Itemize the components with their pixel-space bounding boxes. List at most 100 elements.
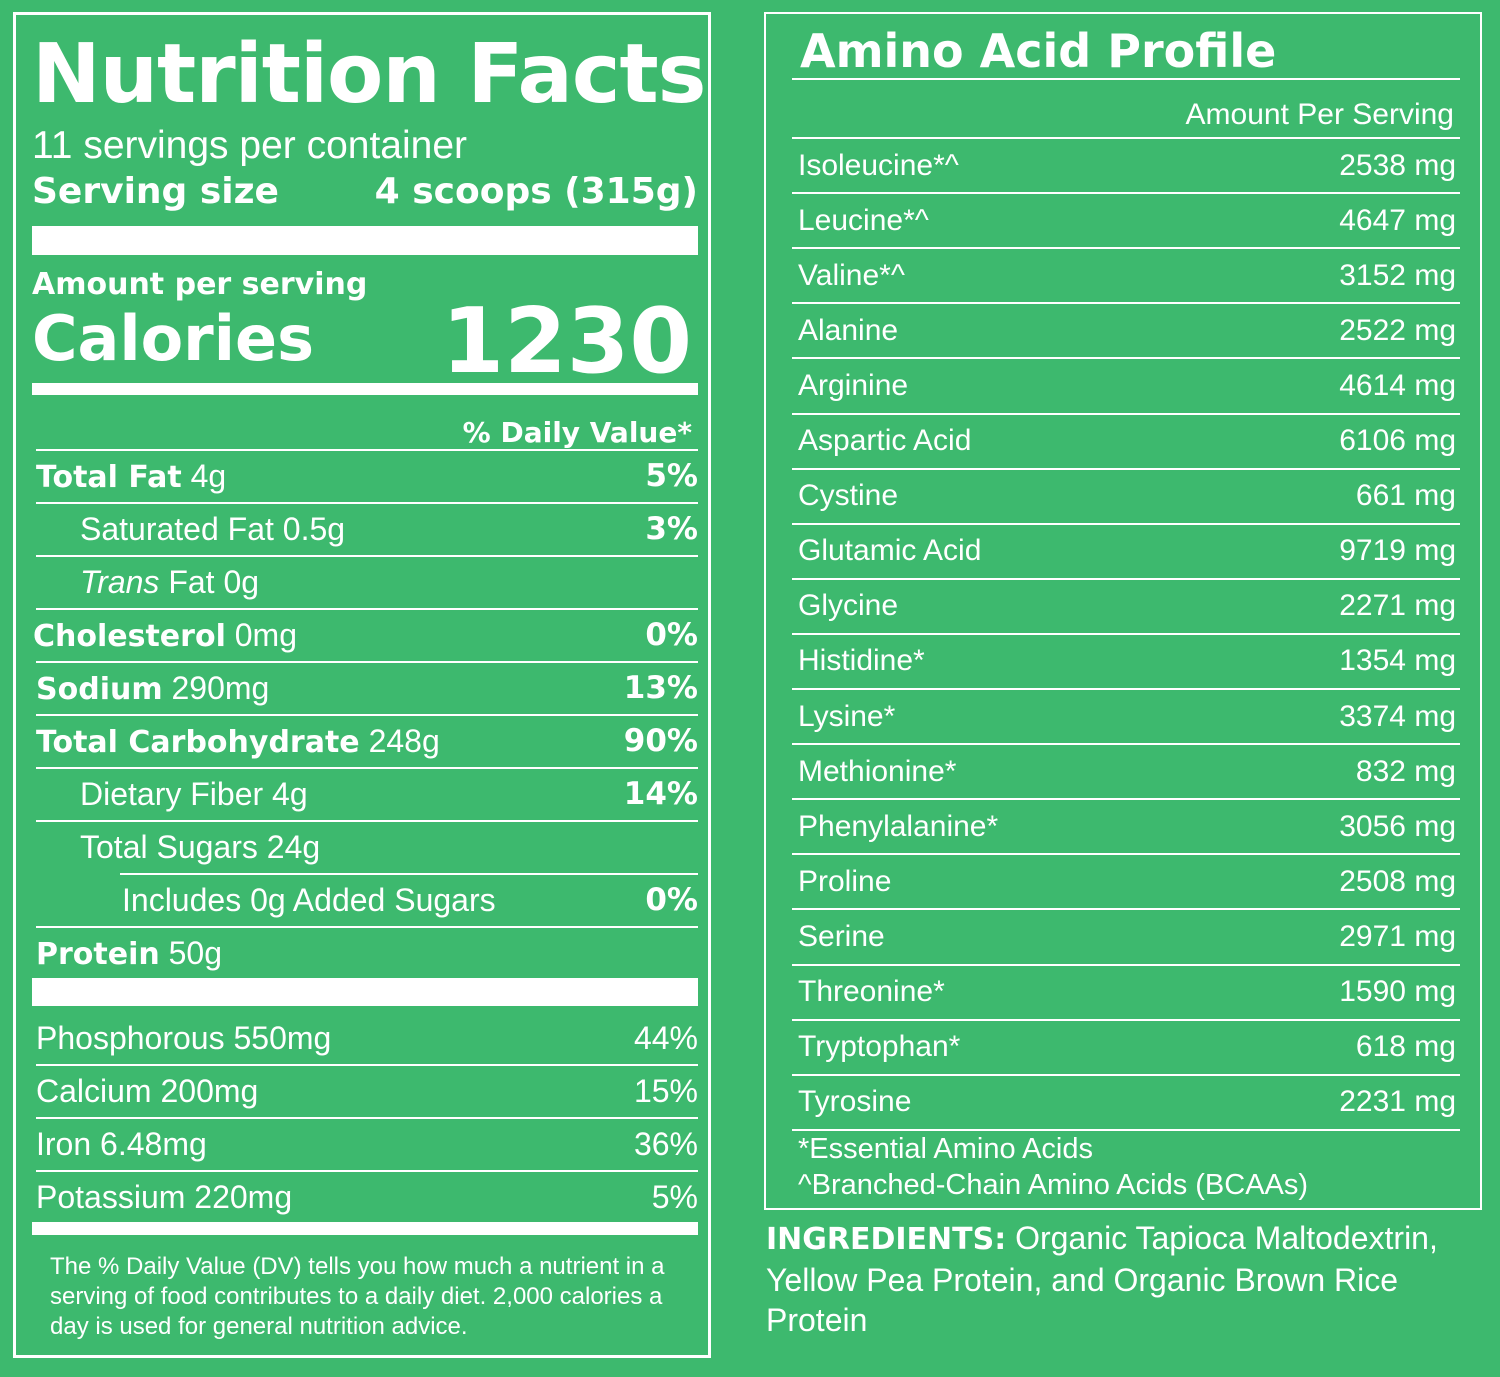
amino-acid-name: Methionine* <box>798 754 957 788</box>
nutrient-dv: 14% <box>623 776 698 812</box>
mineral-amount: 220mg <box>194 1178 293 1215</box>
amino-acid-amount: 2231 mg <box>1339 1085 1456 1119</box>
nutrient-amount: 4g <box>272 775 308 812</box>
medium-divider <box>32 383 698 395</box>
mineral-amount: 6.48mg <box>100 1125 207 1162</box>
amino-acid-row: Tryptophan* 618 mg <box>792 1018 1460 1074</box>
amino-acid-amount: 2522 mg <box>1339 313 1456 347</box>
amino-acid-row: Serine 2971 mg <box>792 908 1460 963</box>
mineral-dv: 5% <box>651 1178 698 1215</box>
amino-acid-amount: 3152 mg <box>1339 258 1456 292</box>
amino-acid-name: Lysine* <box>798 699 896 733</box>
amino-acid-amount: 2971 mg <box>1339 919 1456 953</box>
mineral-dv: 36% <box>633 1125 698 1162</box>
nutrient-name: Cholesterol <box>33 618 226 654</box>
amino-acid-amount: 832 mg <box>1355 754 1456 788</box>
nutrient-row-protein: Protein 50g <box>36 926 698 978</box>
mineral-name: Iron <box>36 1125 92 1162</box>
amino-acid-amount: 618 mg <box>1355 1030 1456 1064</box>
amino-acid-panel: Amino Acid Profile Amount Per Serving Is… <box>764 12 1482 1210</box>
mineral-amount: 200mg <box>160 1072 259 1109</box>
nutrient-row-dietary-fiber: Dietary Fiber 4g 14% <box>36 767 698 819</box>
nutrient-name: Protein <box>36 936 160 972</box>
nutrition-facts-title: Nutrition Facts <box>32 27 706 122</box>
amino-acid-amount: 661 mg <box>1355 479 1456 513</box>
nutrient-dv: 0% <box>645 617 698 653</box>
servings-per-container: 11 servings per container <box>32 124 468 167</box>
amino-acid-name: Alanine <box>798 313 899 347</box>
amino-acid-row: Glycine 2271 mg <box>792 577 1460 633</box>
mineral-name: Phosphorous <box>36 1019 225 1056</box>
amino-acid-amount: 3374 mg <box>1339 699 1456 733</box>
amount-per-serving-header: Amount Per Serving <box>1185 98 1454 131</box>
nutrient-row-sodium: Sodium 290mg 13% <box>36 661 698 713</box>
mineral-row-potassium: Potassium 220mg 5% <box>36 1170 698 1222</box>
amino-acid-amount: 6106 mg <box>1339 424 1456 457</box>
amino-acid-amount: 2271 mg <box>1339 589 1456 623</box>
amino-acid-name: Serine <box>798 919 885 953</box>
nutrient-row-total-fat: Total Fat 4g 5% <box>36 449 698 501</box>
nutrient-name: Total Carbohydrate <box>36 724 360 760</box>
amino-acid-row: Phenylalanine* 3056 mg <box>792 798 1460 853</box>
calories-value: 1230 <box>441 289 693 394</box>
nutrient-row-total-sugars: Total Sugars 24g <box>36 820 698 872</box>
nutrient-row-trans-fat: Trans Fat 0g <box>36 555 698 607</box>
amino-acid-name: Phenylalanine* <box>798 809 999 843</box>
nutrient-name: Dietary Fiber <box>80 775 264 812</box>
amino-acid-row: Valine*^ 3152 mg <box>792 247 1460 302</box>
nutrient-amount: 290mg <box>171 669 270 706</box>
amino-acid-name: Leucine*^ <box>798 203 929 237</box>
amino-acid-name: Tryptophan* <box>798 1030 961 1064</box>
amino-acid-amount: 3056 mg <box>1339 809 1456 843</box>
mineral-dv: 44% <box>633 1019 698 1056</box>
nutrient-amount: 248g <box>368 722 440 759</box>
amino-acid-name: Aspartic Acid <box>798 424 972 457</box>
mineral-row-phosphorous: Phosphorous 550mg 44% <box>36 1012 698 1064</box>
amino-acid-name: Histidine* <box>798 644 925 678</box>
nutrient-row-added-sugars: Includes 0g Added Sugars 0% <box>120 873 698 925</box>
nutrient-amount: 50g <box>168 934 223 971</box>
essential-amino-footnote: *Essential Amino Acids <box>798 1133 1093 1165</box>
calories-label: Calories <box>32 302 314 375</box>
nutrient-amount: 0mg <box>234 616 297 653</box>
nutrient-amount: 24g <box>266 828 321 865</box>
amino-acid-amount: 1354 mg <box>1339 644 1456 678</box>
thick-divider <box>32 978 698 1006</box>
amino-acid-amount: 4647 mg <box>1339 203 1456 237</box>
nutrient-name: Trans <box>80 563 160 600</box>
amino-acid-row: Histidine* 1354 mg <box>792 632 1460 688</box>
amino-acid-row: Aspartic Acid 6106 mg <box>792 412 1460 468</box>
nutrient-name: Total Sugars <box>80 828 258 865</box>
bcaa-footnote: ^Branched-Chain Amino Acids (BCAAs) <box>798 1169 1309 1201</box>
nutrient-amount: 0.5g <box>282 510 346 547</box>
amino-acid-row: Alanine 2522 mg <box>792 302 1460 357</box>
amino-acid-row: Lysine* 3374 mg <box>792 688 1460 743</box>
serving-size-value: 4 scoops (315g) <box>374 171 698 212</box>
amino-acid-amount: 4614 mg <box>1339 368 1456 402</box>
mineral-row-calcium: Calcium 200mg 15% <box>36 1064 698 1116</box>
amino-acid-amount: 1590 mg <box>1339 975 1456 1008</box>
nutrient-row-cholesterol: Cholesterol 0mg 0% <box>33 608 698 660</box>
thick-divider <box>32 226 698 255</box>
nutrient-row-saturated-fat: Saturated Fat 0.5g 3% <box>36 502 698 554</box>
amino-acid-name: Isoleucine*^ <box>798 148 959 182</box>
daily-value-footnote: The % Daily Value (DV) tells you how muc… <box>50 1253 665 1340</box>
divider <box>792 78 1460 80</box>
nutrient-dv: 90% <box>623 723 698 759</box>
mineral-amount: 550mg <box>233 1019 332 1056</box>
nutrient-amount: 4g <box>190 457 227 494</box>
daily-value-header: % Daily Value* <box>462 416 692 449</box>
ingredients-label: INGREDIENTS: <box>766 1222 1007 1257</box>
amino-acid-name: Valine*^ <box>798 258 905 292</box>
amino-acid-row: Tyrosine 2231 mg <box>792 1073 1460 1129</box>
amino-acid-amount: 2508 mg <box>1339 864 1456 898</box>
divider <box>792 1128 1460 1131</box>
nutrient-row-total-carbohydrate: Total Carbohydrate 248g 90% <box>36 714 698 766</box>
amino-acid-row: Isoleucine*^ 2538 mg <box>792 137 1460 192</box>
amino-acid-name: Glutamic Acid <box>798 534 982 568</box>
serving-size-label: Serving size <box>32 171 279 212</box>
amino-acid-name: Tyrosine <box>798 1085 912 1119</box>
amino-acid-name: Arginine <box>798 368 909 402</box>
nutrient-name: Saturated Fat <box>80 510 274 547</box>
nutrient-name: Total Fat <box>36 459 182 495</box>
